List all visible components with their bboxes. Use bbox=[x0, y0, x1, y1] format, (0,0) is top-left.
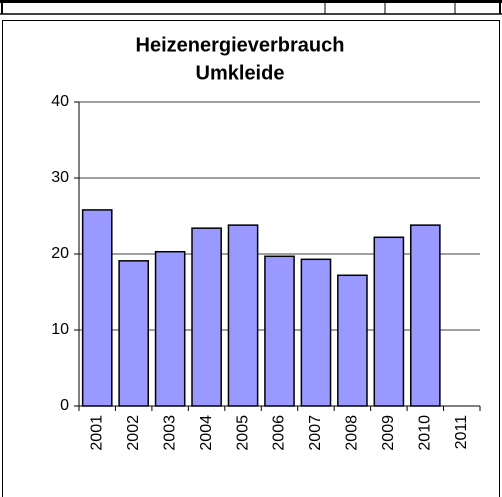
x-tick-label: 2005 bbox=[234, 415, 251, 451]
bar bbox=[227, 224, 259, 407]
x-tick-label: 2004 bbox=[198, 415, 215, 451]
bar bbox=[264, 255, 295, 407]
bar bbox=[373, 236, 405, 407]
bar bbox=[337, 274, 368, 407]
x-tick-label: 2006 bbox=[271, 415, 288, 451]
y-tick-label: 20 bbox=[51, 245, 69, 262]
x-tick-label: 2011 bbox=[453, 415, 470, 450]
bar bbox=[154, 250, 186, 407]
chart-title: Umkleide bbox=[196, 62, 285, 84]
x-tick-label: 2002 bbox=[125, 415, 142, 451]
bar bbox=[191, 227, 222, 407]
y-tick-label: 10 bbox=[51, 321, 69, 338]
bar bbox=[118, 260, 150, 407]
bar bbox=[300, 258, 332, 407]
chart-title: Heizenergieverbrauch bbox=[136, 34, 345, 56]
y-tick-label: 40 bbox=[51, 93, 69, 110]
bar bbox=[81, 209, 113, 407]
bar bbox=[409, 224, 441, 407]
y-tick-label: 30 bbox=[51, 169, 69, 186]
x-tick-label: 2010 bbox=[417, 415, 434, 451]
y-tick-label: 0 bbox=[60, 397, 69, 414]
x-tick-label: 2003 bbox=[161, 415, 178, 451]
table-strip bbox=[0, 0, 502, 15]
x-tick-label: 2007 bbox=[307, 415, 324, 451]
x-tick-label: 2009 bbox=[380, 415, 397, 451]
x-tick-label: 2008 bbox=[344, 415, 361, 451]
x-tick-label: 2001 bbox=[88, 415, 105, 451]
